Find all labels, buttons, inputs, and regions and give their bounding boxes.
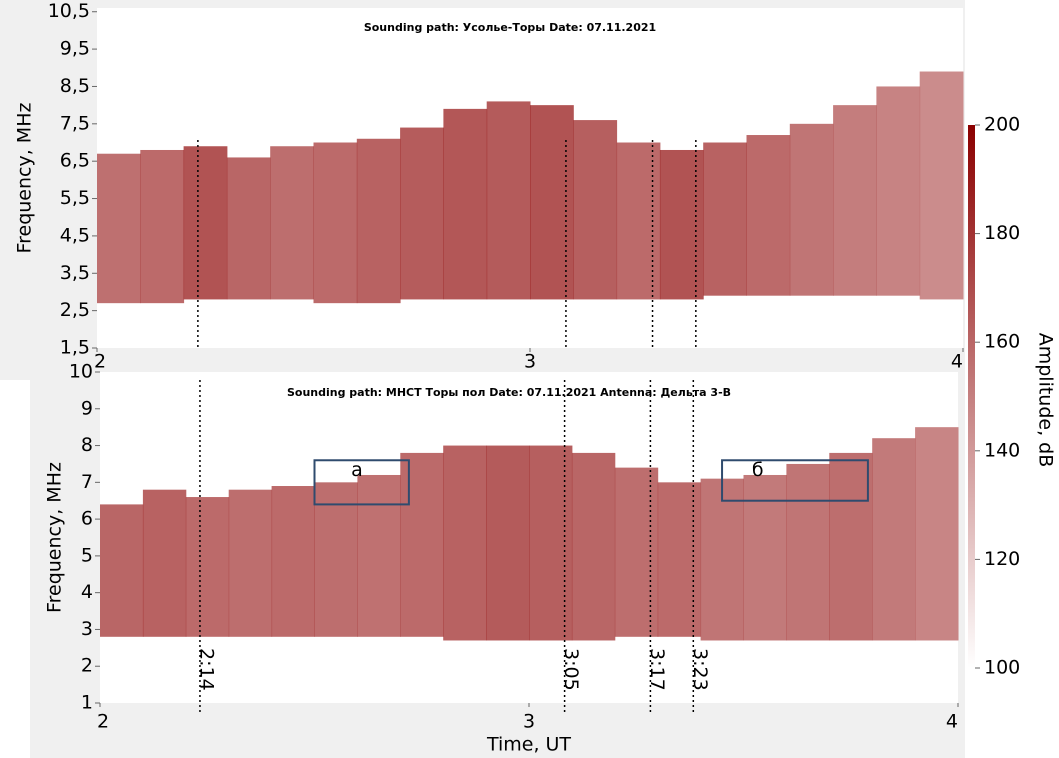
heatmap-cell <box>530 105 574 300</box>
y-tick-label: 2 <box>81 655 93 677</box>
heatmap-cell <box>314 482 358 637</box>
chart-title: Sounding path: МНСТ Торы пол Date: 07.11… <box>287 386 731 399</box>
chart-title: Sounding path: Усолье-Торы Date: 07.11.2… <box>364 21 656 34</box>
heatmap-cell <box>786 463 830 641</box>
y-tick-label: 8,5 <box>60 75 90 97</box>
heatmap-cell <box>400 452 444 637</box>
heatmap-cell <box>486 101 531 300</box>
highlight-box <box>313 459 410 506</box>
heatmap-cell <box>356 138 401 304</box>
heatmap-cell <box>226 157 271 300</box>
heatmap-cell <box>872 438 916 641</box>
y-tick-label: 4,5 <box>60 224 90 246</box>
y-tick-label: 10,5 <box>48 0 90 22</box>
y-axis-label: Frequency, MHz <box>44 462 66 613</box>
heatmap-cell <box>915 427 959 641</box>
heatmap-cell <box>140 149 185 304</box>
x-tick-label: 4 <box>951 351 963 373</box>
heatmap-cell <box>400 127 444 300</box>
heatmap-cell <box>443 445 487 641</box>
y-axis-label: Frequency, MHz <box>14 103 36 254</box>
heatmap-cell <box>100 504 144 637</box>
x-axis-label: Time, UT <box>486 734 571 756</box>
y-tick-label: 8 <box>81 434 93 456</box>
x-tick-label: 3 <box>524 351 536 373</box>
y-tick-label: 3,5 <box>60 262 90 284</box>
colorbar-label: Amplitude, dB <box>1035 333 1057 468</box>
heatmap-cell <box>657 482 702 637</box>
heatmap-cell <box>529 445 573 641</box>
y-tick-label: 1,5 <box>60 337 90 359</box>
colorbar-tick-label: 200 <box>984 114 1020 136</box>
highlight-box <box>721 459 869 502</box>
y-tick-label: 7,5 <box>60 112 90 134</box>
heatmap-cell <box>700 478 744 641</box>
heatmap-cell <box>486 445 530 641</box>
heatmap-cell <box>183 146 228 300</box>
box-label: а <box>351 459 363 481</box>
x-tick-label: 2 <box>94 351 106 373</box>
heatmap-cell <box>271 486 315 637</box>
y-tick-label: 2,5 <box>60 299 90 321</box>
y-tick-label: 7 <box>81 471 93 493</box>
heatmap-cell <box>443 108 488 300</box>
colorbar-tick-label: 120 <box>984 548 1020 570</box>
heatmap-cell <box>357 474 401 637</box>
y-tick-label: 5 <box>81 544 93 566</box>
heatmap-cell <box>573 120 618 300</box>
colorbar-tick-label: 100 <box>984 657 1020 679</box>
heatmap-cell <box>746 135 791 296</box>
marker-label: 3:05 <box>560 648 582 691</box>
heatmap-cell <box>659 149 704 300</box>
y-tick-label: 10 <box>69 361 93 383</box>
heatmap-cell <box>703 142 747 296</box>
y-tick-label: 9,5 <box>60 38 90 60</box>
x-tick-label: 4 <box>946 711 958 733</box>
y-tick-label: 4 <box>81 581 93 603</box>
colorbar-tick-label: 160 <box>984 331 1020 353</box>
heatmap-cell <box>743 474 787 641</box>
heatmap-cell <box>97 153 141 304</box>
y-tick-label: 6 <box>81 508 93 530</box>
heatmap-cell <box>228 489 273 637</box>
colorbar <box>968 125 975 668</box>
heatmap-cell <box>142 489 187 637</box>
y-tick-label: 9 <box>81 397 93 419</box>
heatmap-cell <box>833 105 877 296</box>
heatmap-cell <box>185 497 230 637</box>
marker-label: 3:23 <box>689 648 711 691</box>
y-tick-label: 1 <box>81 692 93 714</box>
heatmap-cell <box>876 86 921 296</box>
heatmap-cell <box>614 467 659 637</box>
colorbar-tick-label: 180 <box>984 222 1020 244</box>
colorbar-tick-label: 140 <box>984 439 1020 461</box>
marker-label: 3:17 <box>646 648 668 691</box>
y-tick-label: 6,5 <box>60 150 90 172</box>
heatmap-cell <box>789 123 834 296</box>
x-tick-label: 3 <box>523 711 535 733</box>
heatmap-cell <box>571 452 616 641</box>
heatmap-cell <box>919 71 964 300</box>
heatmap-cell <box>829 452 873 641</box>
heatmap-cell <box>313 142 358 304</box>
y-tick-label: 5,5 <box>60 187 90 209</box>
heatmap-cell <box>270 146 314 300</box>
box-label: б <box>752 459 764 481</box>
x-tick-label: 2 <box>97 711 109 733</box>
y-tick-label: 3 <box>81 618 93 640</box>
heatmap-cell <box>616 142 661 300</box>
marker-label: 2:14 <box>195 648 217 691</box>
